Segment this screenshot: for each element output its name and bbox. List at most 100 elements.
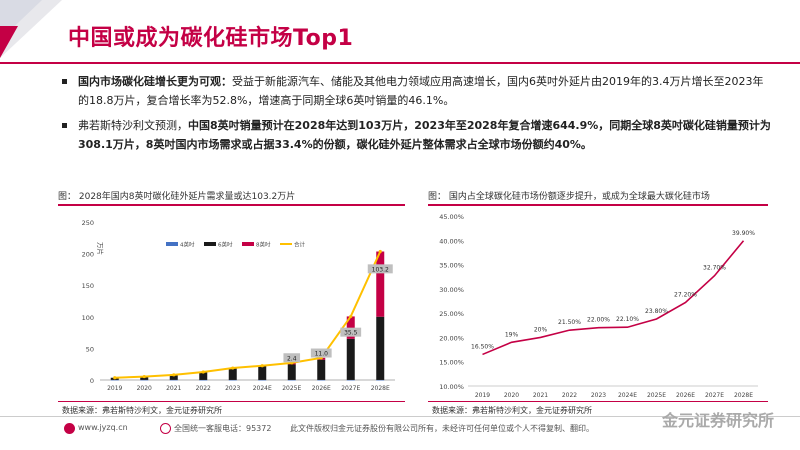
bar-4英吋-2021 [169,379,178,380]
legend-label-合计: 合计 [294,240,306,248]
x-tick-label: 2027E [705,392,724,399]
x-tick-label: 2026E [312,385,331,392]
legend-swatch-8英吋 [242,241,254,246]
bar-6英吋-2021 [169,374,178,380]
bullet-2-bold: 中国8英吋销量预计在2028年达到103万片，2023年至2028年复合增速64… [78,119,771,151]
y-tick-label: 150 [82,282,94,290]
data-label-box-2025E [283,352,301,362]
point-label-2019: 16.50% [471,343,494,350]
point-label-2023: 22.00% [587,316,610,323]
share-line [482,239,745,355]
total-point-2028E [378,249,382,253]
bar-4英吋-2025E [287,379,296,380]
x-tick-label: 2022 [196,385,211,392]
title-divider [0,62,800,64]
bar-6英吋-2028E [376,316,385,380]
y-tick-label: 10.00% [439,383,464,391]
bullet-1-bold: 国内市场碳化硅增长更为可观： [78,75,232,88]
bar-6英吋-2025E [287,363,296,380]
figure-right-title: 图： 国内占全球碳化硅市场份额逐步提升，或成为全球最大碳化硅市场 [428,192,710,202]
x-tick-label: 2019 [475,392,490,399]
page-title: 中国或成为碳化硅市场Top1 [68,26,354,51]
x-tick-label: 2028E [371,385,390,392]
total-point-2022 [201,369,205,374]
y-tick-label: 25.00% [439,310,464,318]
point-label-2020: 19% [505,331,519,338]
figure-right-source: 数据来源：弗若斯特沙利文，金元证券研究所 [432,406,592,415]
bar-8英吋-2027E [346,315,355,339]
point-label-2026E: 27.20% [674,291,697,298]
y-tick-label: 35.00% [439,261,464,269]
x-tick-label: 2025E [282,385,301,392]
total-point-2021 [172,372,176,376]
footer-website[interactable]: www.jyzq.cn [78,423,128,432]
data-label-box-2027E [340,327,362,337]
bar-4英吋-2019 [110,379,119,380]
x-tick-label: 2028E [734,392,753,399]
legend-label-4英吋: 4英吋 [180,240,195,248]
legend-swatch-6英吋 [204,241,216,246]
bar-4英吋-2023 [228,379,237,380]
y-tick-label: 200 [82,250,94,258]
total-line [114,250,382,379]
bar-6英吋-2024E [258,365,267,380]
x-tick-label: 2025E [647,392,666,399]
data-label-2026E: 11.0 [315,350,329,357]
x-tick-label: 2021 [166,385,181,392]
y-tick-label: 250 [82,219,94,227]
legend-swatch-4英吋 [166,241,178,246]
point-label-2025E: 23.80% [645,307,668,314]
data-label-2028E: 103.2 [372,266,389,273]
bar-4英吋-2027E [346,379,355,380]
figure-right: 图： 国内占全球碳化硅市场份额逐步提升，或成为全球最大碳化硅市场 10.00% 1… [428,190,768,404]
line-chart: 10.00% 15.00% 20.00% 25.00% 30.00% 35.00% 40.0… [439,213,758,399]
bullet-item-1: 国内市场碳化硅增长更为可观：受益于新能源汽车、储能及其他电力领域应用高速增长，国… [58,72,774,110]
figure-right-rule [428,204,768,206]
bar-4英吋-2026E [317,379,326,380]
footer-hotline: 全国统一客服电话：95372 [174,424,272,433]
globe-icon [64,423,75,434]
figure-left-source: 数据来源：弗若斯特沙利文，金元证券研究所 [62,406,222,415]
footer: www.jyzq.cn 全国统一客服电话：95372 此文件版权归金元证券股份有… [0,411,800,450]
legend-label-8英吋: 8英吋 [256,240,271,248]
bar-6英吋-2022 [199,371,208,380]
bar-4英吋-2028E [376,379,385,380]
corner-decoration [0,0,62,58]
x-tick-label: 2024E [253,385,272,392]
figure-left-rule [58,204,405,206]
y-tick-label: 0 [90,377,94,385]
bar-4英吋-2020 [140,379,149,380]
x-tick-label: 2020 [504,392,519,399]
bullet-2-text: 弗若斯特沙利文预测， [78,119,188,132]
bar-6英吋-2023 [228,367,237,380]
point-label-2028E: 39.90% [732,229,755,236]
x-tick-label: 2023 [225,385,240,392]
bar-6英吋-2020 [140,376,149,380]
x-tick-label: 2021 [533,392,548,399]
y-tick-label: 100 [82,313,94,321]
y-tick-label: 30.00% [439,285,464,293]
x-tick-label: 2026E [676,392,695,399]
y-tick-label: 40.00% [439,237,464,245]
bullet-dot-icon [62,123,67,128]
figure-left-title: 图： 2028年国内8英吋碳化硅外延片需求量或达103.2万片 [58,192,296,202]
y-tick-label: 50 [86,345,94,353]
bar-6英吋-2026E [317,359,326,380]
total-point-2020 [142,374,146,378]
bar-chart: 0 50 100 150 200 250 万片 2019 2020 2021 2022 2023 202… [82,219,395,392]
figure-left-bottom-rule [58,401,405,402]
bar-8英吋-2028E [376,251,385,317]
figure-right-bottom-rule [428,401,768,402]
figure-left: 图： 2028年国内8英吋碳化硅外延片需求量或达103.2万片 0 50 100 15… [58,190,405,398]
phone-icon [160,423,171,434]
point-label-2027E: 32.70% [703,264,726,271]
point-label-2021: 20% [534,326,548,333]
total-point-2019 [113,375,117,379]
bullet-1-text: 受益于新能源汽车、储能及其他电力领域应用高速增长，国内6英吋外延片由2019年的… [78,75,764,107]
bar-4英吋-2024E [258,379,267,380]
bullet-list: 国内市场碳化硅增长更为可观：受益于新能源汽车、储能及其他电力领域应用高速增长，国… [58,72,774,160]
y-tick-label: 20.00% [439,334,464,342]
x-tick-label: 2019 [107,385,122,392]
y-axis-label: 万片 [96,242,105,255]
y-tick-label: 45.00% [439,213,464,221]
